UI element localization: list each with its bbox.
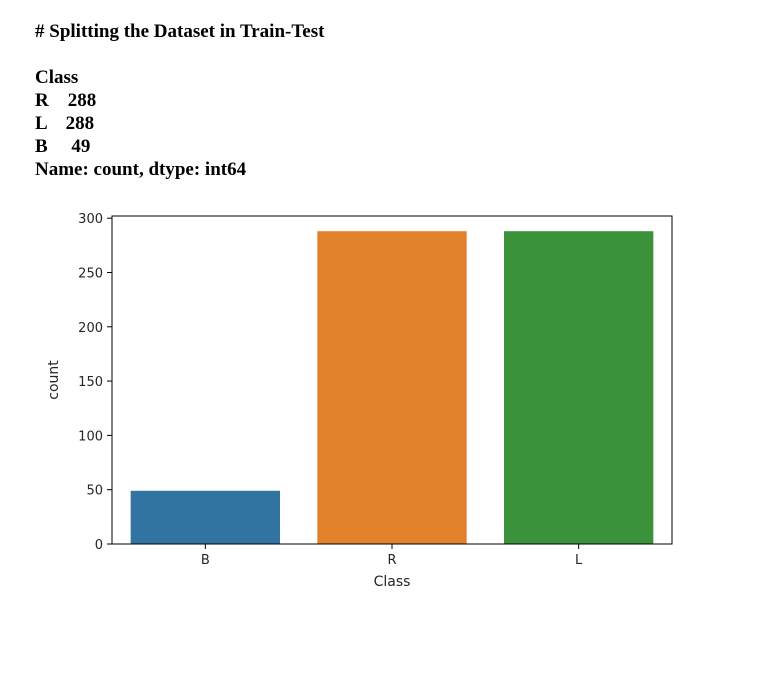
- y-tick-label: 150: [78, 375, 103, 390]
- x-tick-label: R: [387, 553, 396, 568]
- bar-r: [317, 231, 467, 544]
- x-tick-label: L: [575, 553, 583, 568]
- value-counts-header: Class: [35, 67, 79, 88]
- x-tick-label: B: [201, 553, 210, 568]
- bar-b: [130, 490, 280, 544]
- x-axis-label: Class: [374, 574, 411, 590]
- y-axis-label: count: [46, 360, 62, 400]
- y-tick-label: 0: [95, 538, 103, 553]
- notebook-output-text: # Splitting the Dataset in Train-Test Cl…: [35, 20, 324, 181]
- series-info-line: Name: count, dtype: int64: [35, 159, 247, 180]
- y-tick-label: 50: [86, 484, 103, 499]
- ticks-layer: B R L 0 50 100 150 200 250 300: [78, 212, 583, 568]
- bars-layer: [130, 231, 654, 544]
- value-count-row-l: L 288: [35, 113, 95, 134]
- y-tick-label: 250: [78, 266, 103, 281]
- section-heading: # Splitting the Dataset in Train-Test: [35, 21, 325, 42]
- bar-l: [504, 231, 654, 544]
- value-count-row-b: B 49: [35, 136, 91, 157]
- y-tick-label: 100: [78, 429, 103, 444]
- y-tick-label: 300: [78, 212, 103, 227]
- y-tick-label: 200: [78, 321, 103, 336]
- value-count-row-r: R 288: [35, 90, 97, 111]
